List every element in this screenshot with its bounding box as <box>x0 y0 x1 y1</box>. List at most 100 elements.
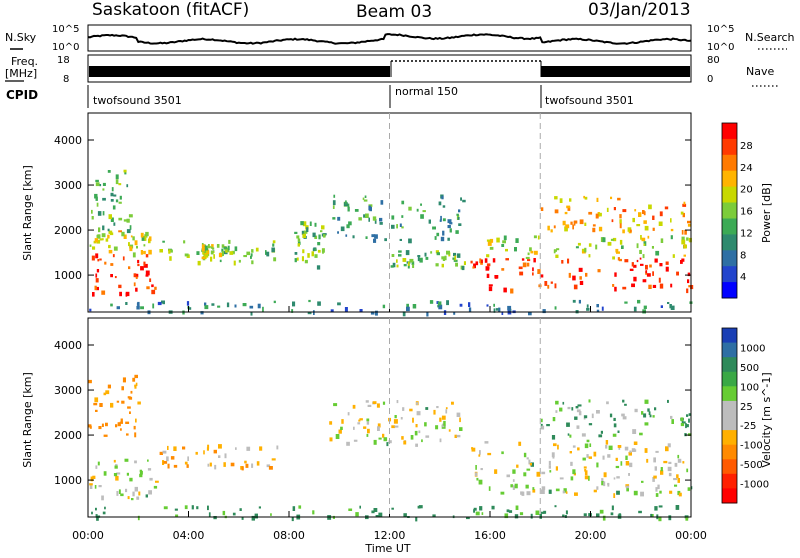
data-cell-3-127 <box>271 247 275 253</box>
data-cell-4-338 <box>673 478 678 481</box>
data-cell-8-430 <box>665 261 669 265</box>
data-cell-6-287 <box>457 217 460 220</box>
data-cell-1-65 <box>130 390 133 394</box>
data-cell-10-543 <box>644 225 649 231</box>
velocity-panel: 4000 3000 2000 1000 Slant Range [km] 1000 50… <box>21 317 773 522</box>
data-cell-3-148 <box>445 409 448 414</box>
data-cell-2-89 <box>91 209 93 214</box>
data-cell-8-377 <box>537 269 541 274</box>
data-cell-11-607 <box>542 309 546 314</box>
data-cell-3-143 <box>439 417 442 422</box>
data-cell-3-145 <box>445 407 448 410</box>
data-cell-0-19 <box>145 494 148 498</box>
data-cell-6-497 <box>611 505 614 511</box>
ytick-label: 3000 <box>54 179 82 192</box>
xtick-label: 00:00 <box>72 529 104 542</box>
data-cell-11-638 <box>642 309 646 314</box>
data-cell-2-87 <box>113 194 117 197</box>
noise-trace <box>87 33 692 45</box>
data-cell-0-30 <box>146 286 150 290</box>
data-cell-4-182 <box>218 252 222 258</box>
data-cell-1-58 <box>137 401 141 405</box>
data-cell-0-22 <box>147 459 149 462</box>
data-cell-1-51 <box>136 245 138 249</box>
data-cell-10-522 <box>643 211 646 216</box>
data-cell-1-45 <box>93 402 98 406</box>
data-cell-6-434 <box>481 512 484 515</box>
data-cell-11-645 <box>375 310 378 316</box>
data-cell-11-643 <box>586 307 590 311</box>
data-cell-11-596 <box>596 309 600 312</box>
data-cell-4-297 <box>584 475 589 480</box>
data-cell-6-305 <box>440 236 445 242</box>
data-cell-9-473 <box>554 249 557 252</box>
data-cell-9-491 <box>533 235 537 239</box>
data-cell-7-353 <box>398 254 402 257</box>
data-cell-5-352 <box>641 411 644 415</box>
data-cell-7-330 <box>435 263 439 267</box>
data-cell-5-224 <box>317 249 321 253</box>
data-cell-3-134 <box>394 415 397 419</box>
data-cell-8-382 <box>567 258 570 264</box>
data-cell-5-366 <box>632 429 637 434</box>
data-cell-0-19 <box>151 289 156 295</box>
colorbar-tick-label: 16 <box>740 207 753 218</box>
data-cell-2-115 <box>246 446 251 451</box>
data-cell-11-582 <box>669 304 672 309</box>
data-cell-7-321 <box>463 261 466 265</box>
data-cell-0-25 <box>110 274 113 278</box>
cpid-segment-1: twofsound 3501 <box>93 94 182 107</box>
data-cell-6-501 <box>539 514 542 519</box>
data-cell-1-76 <box>105 390 110 395</box>
data-cell-5-347 <box>671 419 674 424</box>
data-cell-4-289 <box>512 469 516 474</box>
data-cell-5-384 <box>596 410 600 414</box>
data-cell-6-425 <box>596 513 600 517</box>
data-cell-0-9 <box>97 461 100 466</box>
data-cell-5-392 <box>612 433 617 437</box>
data-cell-3-152 <box>168 249 171 254</box>
data-cell-8-422 <box>544 281 548 286</box>
data-cell-9-459 <box>486 254 490 258</box>
data-cell-5-232 <box>307 253 310 258</box>
data-cell-4-227 <box>525 484 529 489</box>
data-cell-4-273 <box>584 470 588 476</box>
data-cell-6-251 <box>332 205 335 209</box>
data-cell-5-403 <box>643 413 647 418</box>
data-cell-3-147 <box>212 247 215 250</box>
data-cell-4-303 <box>521 491 525 496</box>
velocity-colorbar-label: Velocity [m s^-1] <box>760 372 773 467</box>
data-cell-11-606 <box>273 300 276 304</box>
data-cell-6-294 <box>352 235 355 239</box>
data-cell-4-309 <box>569 451 572 454</box>
data-cell-4-196 <box>204 245 209 251</box>
data-cell-0-37 <box>125 488 128 493</box>
data-cell-5-233 <box>320 230 323 233</box>
data-cell-2-116 <box>251 463 254 468</box>
data-cell-3-141 <box>439 438 442 443</box>
data-cell-11-584 <box>596 304 599 308</box>
data-cell-2-106 <box>118 217 123 221</box>
data-cell-6-258 <box>458 209 461 213</box>
data-cell-8-369 <box>484 258 488 263</box>
data-cell-10-569 <box>596 197 599 202</box>
data-cell-4-329 <box>646 458 649 463</box>
time-axis: 00:00 04:00 08:00 12:00 16:00 20:00 00:00 <box>72 306 707 542</box>
data-cell-10-555 <box>570 221 573 225</box>
data-cell-2-86 <box>115 174 119 180</box>
data-cell-1-47 <box>133 425 136 430</box>
data-cell-7-348 <box>453 259 458 262</box>
data-cell-9-494 <box>616 251 620 254</box>
data-cell-11-597 <box>344 307 348 312</box>
data-cell-6-475 <box>241 516 244 520</box>
data-cell-6-301 <box>401 200 405 205</box>
data-cell-4-192 <box>201 244 206 248</box>
colorbar-segment <box>722 250 737 267</box>
data-cell-0-32 <box>98 485 102 488</box>
data-cell-4-200 <box>625 455 628 460</box>
data-cell-2-82 <box>173 464 178 468</box>
data-cell-6-299 <box>408 206 412 211</box>
data-cell-5-218 <box>314 235 318 239</box>
data-cell-8-386 <box>561 260 564 264</box>
data-cell-4-179 <box>216 244 220 248</box>
